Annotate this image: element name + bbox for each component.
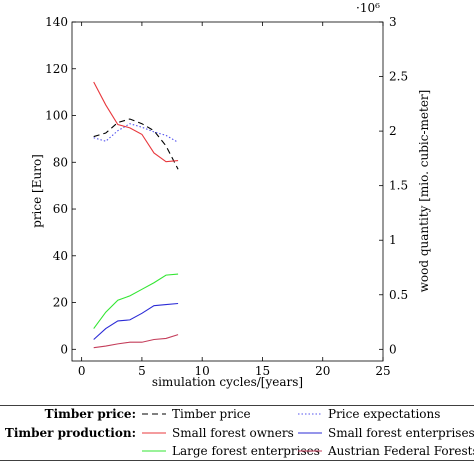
left-y-tick-label: 140 [45,15,68,29]
legend-heading: Timber production: [5,426,136,440]
left-y-tick-label: 100 [45,109,68,123]
left-y-axis-label: price [Euro] [30,154,44,228]
right-y-tick-label: 1 [389,233,397,247]
right-y-tick-label: 3 [389,15,397,29]
left-y-tick-label: 20 [53,296,68,310]
x-tick-label: 15 [255,364,270,378]
x-tick-label: 5 [138,364,146,378]
series-lines [93,81,179,349]
left-y-tick-label: 0 [60,342,68,356]
legend-entry-label: Large forest enterprises [172,444,320,458]
x-tick-label: 0 [78,364,86,378]
left-y-tick-label: 60 [53,202,68,216]
series-line-small-forest-enterprises [93,302,179,340]
series-line-small-forest-owners [93,81,179,163]
legend: Timber price: Timber price Price expectati… [5,407,474,458]
legend-entry-label: Small forest owners [172,426,294,440]
x-axis-label: simulation cycles/[years] [152,375,303,389]
x-axis: 0 5 10 15 20 25 [78,22,391,378]
series-line-price-expectations [93,123,179,143]
series-line-austrian-federal-forests [93,334,179,349]
legend-entry-label: Timber price [172,407,251,421]
left-y-tick-label: 40 [53,249,68,263]
right-y-axis: 0 0.5 1 1.5 2 2.5 3 [379,15,408,356]
right-y-tick-label: 0 [389,342,397,356]
series-line-timber-price [93,118,179,170]
right-y-tick-label: 2.5 [389,70,408,84]
left-y-axis: 0 20 40 60 80 100 120 140 [45,15,76,356]
legend-entry-label: Price expectations [328,407,440,421]
series-line-large-forest-enterprises [93,273,179,329]
right-y-tick-label: 2 [389,124,397,138]
plot-frame [71,21,384,362]
legend-entry-label: Austrian Federal Forests [327,444,474,458]
right-y-tick-label: 0.5 [389,288,408,302]
left-y-tick-label: 80 [53,155,68,169]
legend-heading: Timber price: [45,407,136,421]
x-tick-label: 20 [315,364,330,378]
right-axis-multiplier: ·10⁶ [356,1,380,15]
left-y-tick-label: 120 [45,62,68,76]
x-tick-label: 10 [195,364,210,378]
x-tick-label: 25 [375,364,390,378]
legend-entry-label: Small forest enterprises [328,426,474,440]
right-y-axis-label: wood quantity [mio. cubic-meter] [417,90,431,293]
right-y-tick-label: 1.5 [389,179,408,193]
